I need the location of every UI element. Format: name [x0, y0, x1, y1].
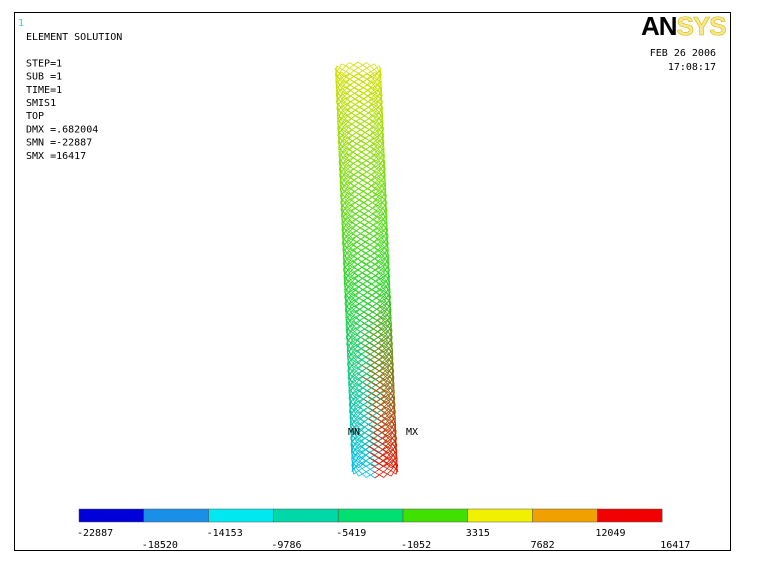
legend-label: -1052 [401, 540, 431, 551]
time: 17:08:17 [668, 62, 716, 73]
legend-swatch [597, 509, 662, 522]
date: FEB 26 2006 [650, 48, 716, 59]
legend-label: -14153 [207, 528, 243, 539]
legend-swatch [144, 509, 209, 522]
info-line: TOP [26, 111, 44, 122]
mesh-line [347, 346, 348, 350]
legend-label: -5419 [336, 528, 366, 539]
legend-label: 7682 [531, 540, 555, 551]
legend-swatch [79, 509, 144, 522]
legend-label: -9786 [271, 540, 301, 551]
logo-light: SYS [677, 11, 727, 41]
window-number: 1 [18, 18, 24, 29]
info-line: TIME=1 [26, 85, 62, 96]
legend-label: 3315 [466, 528, 490, 539]
max-marker: MX [406, 427, 418, 438]
info-line: DMX =.682004 [26, 124, 98, 135]
legend-label: 16417 [660, 540, 690, 551]
legend-label: -18520 [142, 540, 178, 551]
logo: ANSYS [641, 11, 726, 41]
legend-label: 12049 [595, 528, 625, 539]
logo-bold: AN [641, 11, 677, 41]
mesh-line [385, 190, 386, 194]
info-line: STEP=1 [26, 58, 62, 69]
legend-swatch [468, 509, 533, 522]
legend-label: -22887 [77, 528, 113, 539]
legend-swatch [403, 509, 468, 522]
legend-swatch [273, 509, 338, 522]
info-line: SMX =16417 [26, 151, 86, 162]
legend-swatch [338, 509, 403, 522]
legend-swatch [533, 509, 598, 522]
legend-swatch [209, 509, 274, 522]
info-line: SMIS1 [26, 98, 56, 109]
min-marker: MN [348, 427, 360, 438]
info-line: SUB =1 [26, 72, 62, 83]
info-line: SMN =-22887 [26, 138, 92, 149]
info-line: ELEMENT SOLUTION [26, 32, 122, 43]
